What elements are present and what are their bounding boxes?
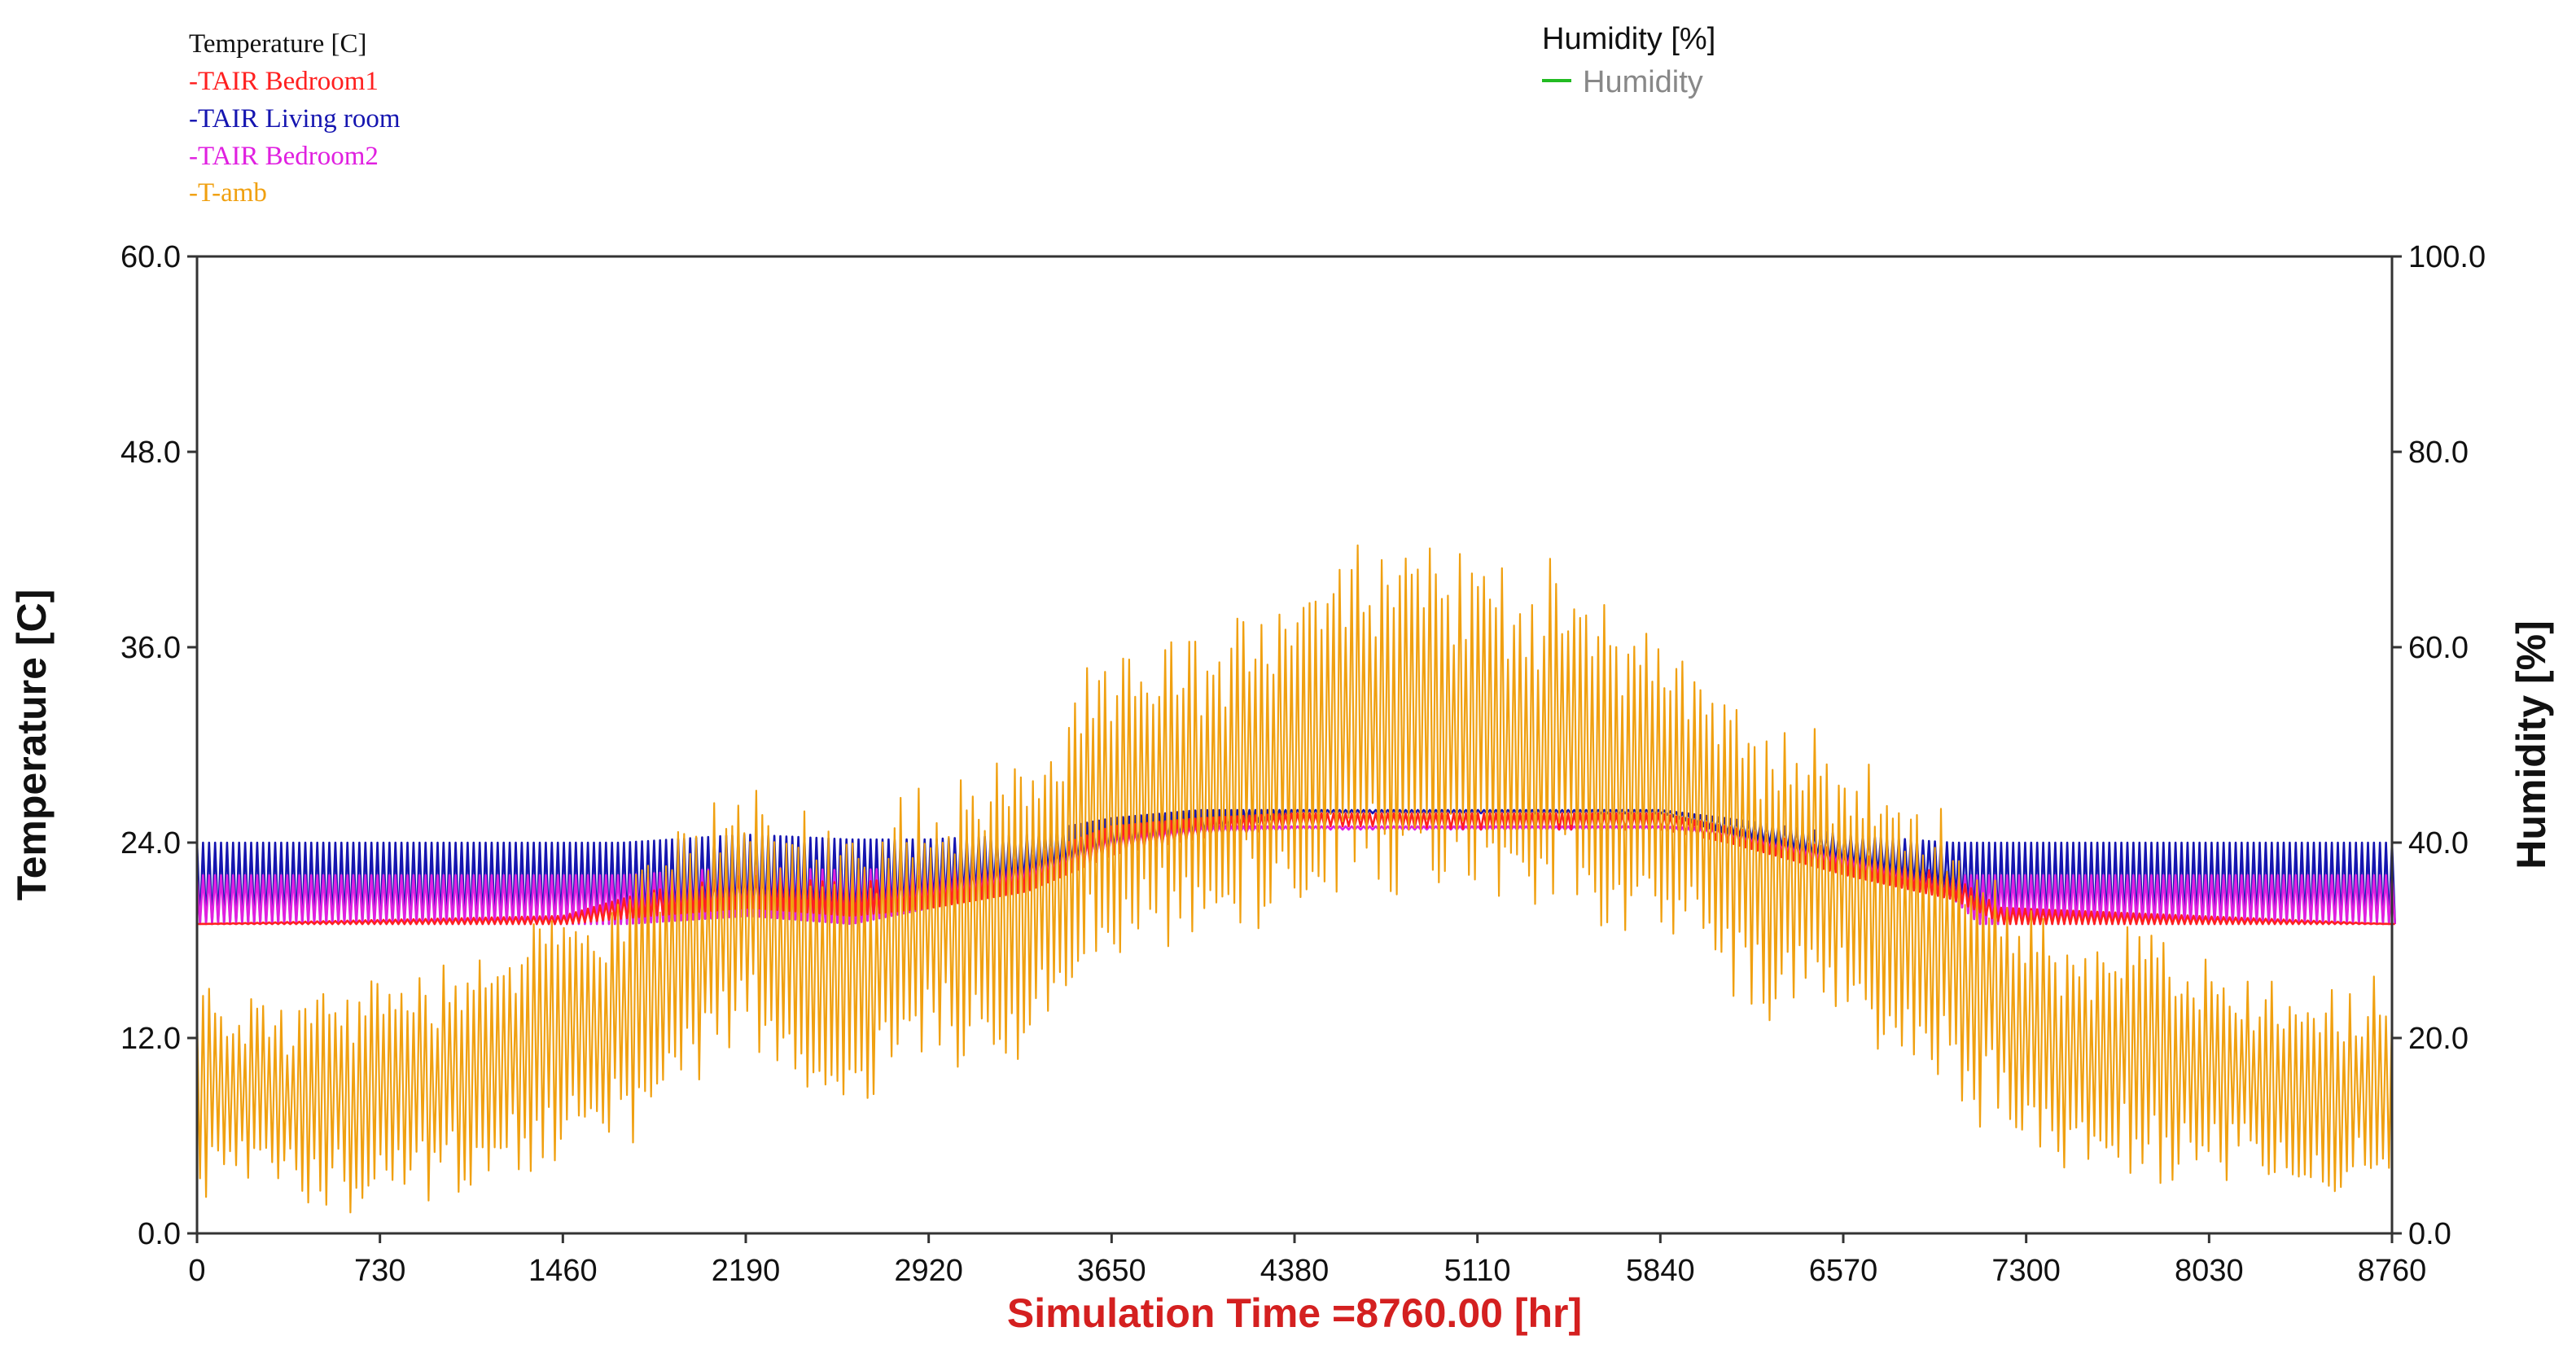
x-tick-label: 5840: [1626, 1254, 1695, 1288]
x-tick-label: 8760: [2358, 1254, 2427, 1288]
y-right-tick-label: 40.0: [2408, 826, 2469, 861]
x-axis-label: Simulation Time =8760.00 [hr]: [1007, 1290, 1582, 1336]
x-tick-label: 7300: [1991, 1254, 2061, 1288]
legend-entry-humidity: Humidity: [1583, 65, 1703, 99]
y-axis-right: 0.0 20.0 40.0 60.0 80.0 100.0: [2392, 240, 2486, 1251]
x-tick-label: 730: [354, 1254, 405, 1288]
series-t-amb: [195, 544, 2394, 1214]
x-axis: 0 730 1460 2190 2920 3650 4380 5110 5840 6570 7300…: [188, 1233, 2426, 1288]
y-right-tick-label: 60.0: [2408, 631, 2469, 665]
legend-entry-tair-bedroom1: -TAIR Bedroom1: [189, 67, 379, 96]
legend-temperature: Temperature [C] -TAIR Bedroom1 -TAIR Liv…: [189, 29, 401, 208]
legend-entry-tair-living-room: -TAIR Living room: [189, 104, 401, 134]
x-tick-label: 5110: [1444, 1254, 1511, 1288]
y-left-tick-label: 12.0: [120, 1022, 181, 1056]
y-axis-left: 0.0 12.0 24.0 36.0 48.0 60.0: [120, 240, 197, 1251]
plot-area: [195, 255, 2396, 1235]
legend-humidity: Humidity [%] Humidity: [1542, 22, 1715, 99]
y-left-tick-label: 24.0: [120, 826, 181, 861]
y-left-tick-label: 60.0: [120, 240, 181, 274]
legend-humidity-title: Humidity [%]: [1542, 22, 1715, 56]
x-tick-label: 4380: [1260, 1254, 1330, 1288]
y-left-tick-label: 36.0: [120, 631, 181, 665]
y-right-tick-label: 80.0: [2408, 436, 2469, 470]
series-layer: [195, 544, 2396, 1214]
y-axis-left-label: Temperature [C]: [9, 589, 55, 900]
y-axis-right-label: Humidity [%]: [2508, 620, 2554, 869]
x-tick-label: 8030: [2175, 1254, 2244, 1288]
legend-temperature-title: Temperature [C]: [189, 29, 367, 59]
y-right-tick-label: 20.0: [2408, 1022, 2469, 1056]
plot-background: [197, 256, 2392, 1233]
legend-entry-t-amb: -T-amb: [189, 178, 267, 208]
y-left-tick-label: 0.0: [138, 1217, 181, 1251]
legend-entry-tair-bedroom2: -TAIR Bedroom2: [189, 142, 379, 171]
y-right-tick-label: 0.0: [2408, 1217, 2451, 1251]
x-tick-label: 6570: [1809, 1254, 1878, 1288]
x-tick-label: 2190: [712, 1254, 781, 1288]
x-tick-label: 1460: [528, 1254, 598, 1288]
x-tick-label: 3650: [1077, 1254, 1146, 1288]
x-tick-label: 0: [188, 1254, 205, 1288]
y-right-tick-label: 100.0: [2408, 240, 2486, 274]
x-tick-label: 2920: [894, 1254, 963, 1288]
y-left-tick-label: 48.0: [120, 436, 181, 470]
